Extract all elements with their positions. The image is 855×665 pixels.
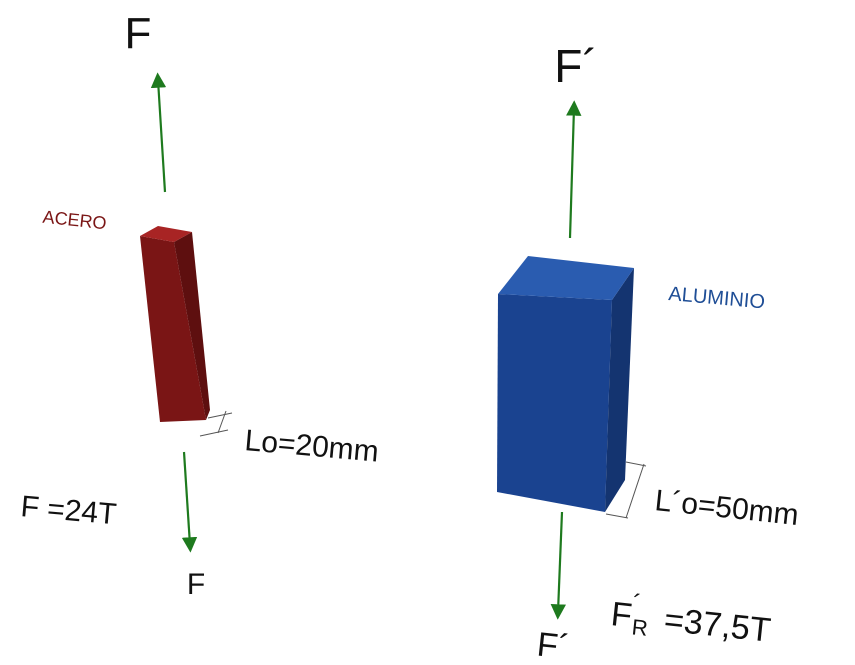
aluminum-force-bottom-label: F´: [535, 625, 571, 665]
aluminum-force-arrow-down: [550, 511, 567, 620]
aluminum-bar-top-face: [498, 256, 634, 300]
steel-force-arrow-up: [150, 72, 167, 193]
steel-length-label: Lo=20mm: [243, 424, 380, 469]
aluminum-material-label: ALUMINIO: [668, 283, 766, 313]
aluminum-force-top-label: F´: [554, 40, 597, 92]
aluminum-force-value: F ´ R =37,5T: [609, 588, 773, 650]
steel-force-bottom-label: F: [187, 568, 205, 601]
steel-bar-front-face: [140, 236, 206, 422]
steel-length-bracket: [199, 410, 233, 437]
aluminum-bar: [497, 256, 634, 512]
aluminum-length-bracket: [605, 461, 647, 519]
steel-bar-top-face: [140, 226, 192, 242]
aluminum-force-value-number: =37,5T: [653, 600, 773, 650]
aluminum-bar-side-face: [605, 268, 634, 512]
steel-material-label: ACERO: [42, 207, 108, 234]
steel-force-top-label: F: [125, 9, 152, 58]
aluminum-force-value-main: F: [609, 595, 634, 635]
aluminum-force-arrow-up: [566, 100, 582, 239]
steel-bar: [140, 226, 210, 422]
steel-bar-side-face: [174, 232, 210, 420]
steel-force-arrow-down: [181, 451, 198, 553]
aluminum-length-label: L´o=50mm: [653, 484, 800, 532]
steel-force-value: F =24T: [19, 490, 117, 531]
aluminum-force-value-subscript: R: [631, 614, 649, 641]
aluminum-force-value-prime: ´: [631, 588, 643, 619]
aluminum-bar-front-face: [497, 294, 612, 512]
